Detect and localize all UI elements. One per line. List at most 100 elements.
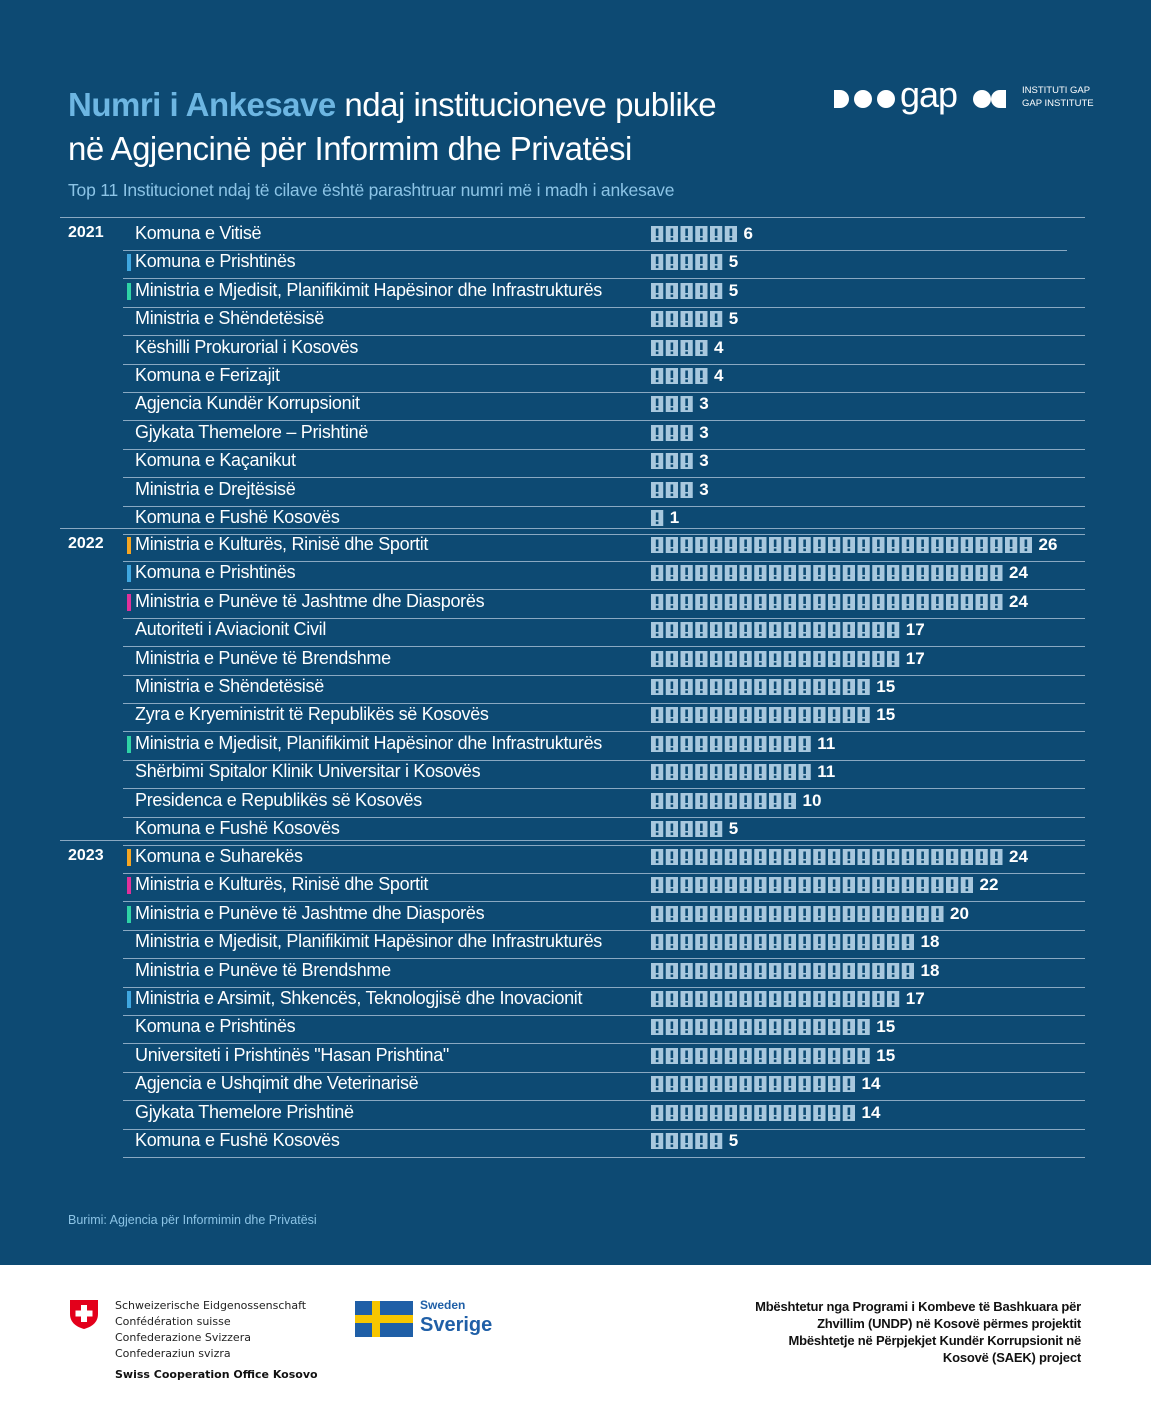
exclamation-icon [651, 1076, 664, 1093]
row-separator [123, 674, 1085, 676]
exclamation-icon [739, 764, 752, 781]
row-separator [123, 1014, 1085, 1016]
exclamation-icon [828, 537, 841, 553]
exclamation-icon [783, 877, 796, 894]
bar-icons [651, 481, 693, 498]
exclamation-icon [680, 821, 693, 837]
exclamation-icon [695, 934, 708, 951]
exclamation-icon [665, 453, 678, 470]
exclamation-icon [695, 282, 708, 299]
bar [651, 877, 976, 894]
exclamation-icon [828, 1047, 841, 1064]
exclamation-icon [739, 849, 752, 865]
row-separator [123, 1043, 1085, 1045]
exclamation-icon [872, 622, 885, 639]
exclamation-icon [710, 254, 723, 271]
exclamation-icon [724, 735, 737, 752]
exclamation-icon [680, 679, 693, 695]
exclamation-icon [695, 1133, 708, 1149]
exclamation-icon [769, 849, 782, 865]
exclamation-icon [783, 1019, 796, 1036]
exclamation-icon [754, 1104, 767, 1121]
exclamation-icon [754, 849, 767, 865]
exclamation-icon [665, 991, 678, 1007]
exclamation-icon [710, 877, 723, 894]
exclamation-icon [769, 905, 782, 922]
bar [651, 849, 1005, 865]
exclamation-icon [769, 622, 782, 639]
row-label: Komuna e Fushë Kosovës [135, 1130, 340, 1150]
exclamation-icon [680, 962, 693, 979]
exclamation-icon [857, 622, 870, 639]
value-label: 26 [1038, 535, 1058, 554]
exclamation-icon [960, 537, 973, 553]
exclamation-icon [872, 849, 885, 865]
exclamation-icon [783, 991, 796, 1007]
value-label: 17 [905, 648, 925, 668]
bar [651, 254, 725, 271]
row-separator [123, 477, 1085, 479]
exclamation-icon [857, 991, 870, 1007]
exclamation-icon [680, 311, 693, 328]
row-label: Ministria e Drejtësisë [135, 478, 296, 499]
exclamation-icon [710, 792, 723, 809]
value-label: 24 [1009, 563, 1028, 583]
bar [651, 1133, 725, 1149]
exclamation-icon [695, 622, 708, 639]
exclamation-icon [828, 622, 841, 639]
exclamation-icon [739, 934, 752, 951]
exclamation-icon [842, 991, 855, 1007]
row-label: Komuna e Prishtinës [135, 1016, 296, 1037]
exclamation-icon [813, 707, 826, 724]
exclamation-icon [680, 537, 693, 553]
bar [651, 481, 695, 498]
exclamation-icon [680, 622, 693, 639]
exclamation-icon [651, 254, 664, 271]
row-separator [123, 759, 1085, 761]
exclamation-icon [783, 707, 796, 724]
exclamation-icon [651, 282, 664, 299]
exclamation-icon [769, 537, 782, 553]
row-separator [123, 1071, 1085, 1073]
row-label: Ministria e Punëve të Brendshme [135, 647, 391, 668]
exclamation-icon [665, 849, 678, 865]
exclamation-icon [769, 1104, 782, 1121]
row-label: Komuna e Prishtinës [135, 251, 296, 272]
exclamation-icon [710, 226, 723, 242]
exclamation-icon [651, 792, 664, 809]
exclamation-icon [754, 707, 767, 724]
exclamation-icon [887, 962, 900, 979]
exclamation-icon [680, 1019, 693, 1036]
exclamation-icon [842, 650, 855, 667]
value-label: 3 [699, 479, 709, 499]
exclamation-icon [651, 453, 664, 470]
exclamation-icon [872, 593, 885, 610]
exclamation-icon [651, 1104, 664, 1121]
row-separator [123, 731, 1085, 733]
exclamation-icon [857, 537, 870, 553]
exclamation-icon [695, 311, 708, 328]
exclamation-icon [769, 679, 782, 695]
exclamation-icon [695, 339, 708, 356]
bar-icons [651, 226, 737, 242]
bar-icons [651, 679, 870, 695]
row-label: Ministria e Punëve të Jashtme dhe Diaspo… [135, 902, 485, 923]
exclamation-icon [695, 226, 708, 242]
exclamation-icon [842, 1076, 855, 1093]
bar-icons [651, 821, 723, 837]
exclamation-icon [680, 565, 693, 582]
sweden-flag-icon [355, 1301, 413, 1337]
value-label: 24 [1009, 591, 1028, 611]
bar-icons [651, 735, 811, 752]
bar-icons [651, 622, 900, 639]
bar [651, 339, 710, 356]
exclamation-icon [783, 1104, 796, 1121]
row-label: Ministria e Mjedisit, Planifikimit Hapës… [135, 732, 602, 753]
exclamation-icon [813, 593, 826, 610]
exclamation-icon [680, 339, 693, 356]
exclamation-icon [651, 1133, 664, 1149]
exclamation-icon [828, 565, 841, 582]
row-marker-green [127, 735, 131, 753]
swiss-line-1: Schweizerische Eidgenossenschaft [115, 1299, 307, 1312]
exclamation-icon [769, 707, 782, 724]
